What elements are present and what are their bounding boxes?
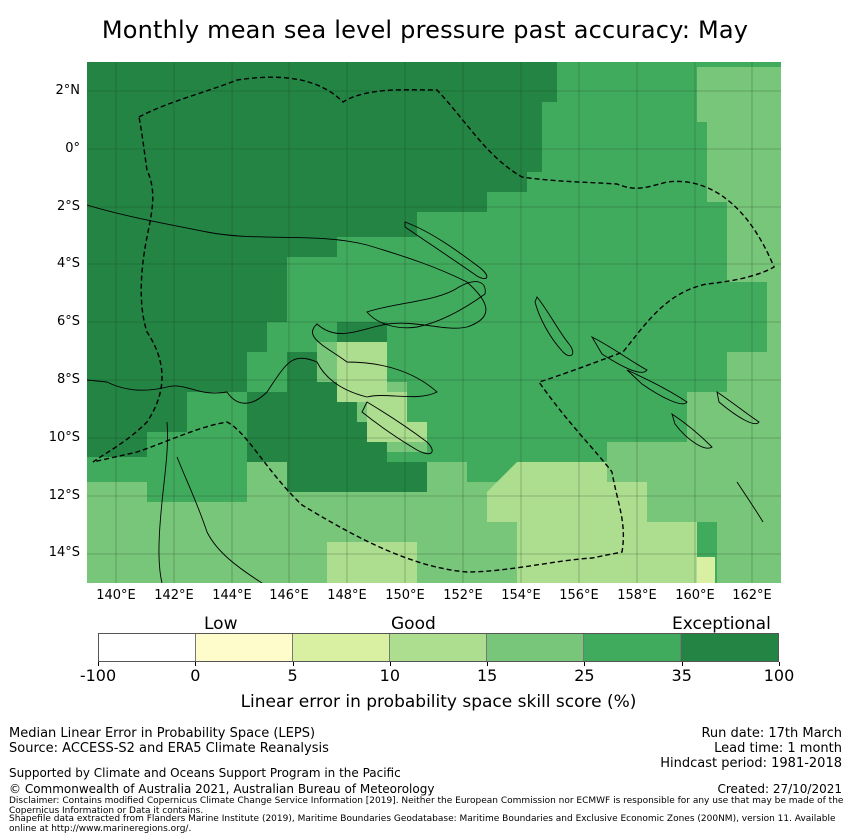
skill-region-light-png bbox=[337, 342, 427, 442]
lon-label: 160°E bbox=[675, 588, 715, 603]
skill-region-light-sol bbox=[487, 462, 697, 583]
lon-label: 146°E bbox=[269, 588, 309, 603]
colorbar-tick-label: 15 bbox=[476, 666, 498, 685]
footer-support: Supported by Climate and Oceans Support … bbox=[9, 766, 401, 780]
skill-region-yellow bbox=[697, 557, 715, 583]
coast-cape-york bbox=[158, 421, 168, 583]
skill-region-light-south bbox=[327, 542, 417, 583]
lat-label: 10°S bbox=[48, 430, 80, 445]
graticule bbox=[87, 62, 781, 583]
coast-solomons-3 bbox=[671, 412, 713, 449]
coast-png-tail bbox=[361, 401, 433, 455]
lat-label: 4°S bbox=[56, 256, 80, 271]
coast-solomons-2 bbox=[626, 369, 688, 405]
skill-region-good-east bbox=[607, 67, 781, 583]
colorbar-segment bbox=[293, 634, 390, 661]
lat-label: 0° bbox=[65, 141, 80, 156]
lon-label: 142°E bbox=[154, 588, 194, 603]
coast-new-britain bbox=[366, 281, 486, 329]
colorbar-tick-mark bbox=[487, 662, 489, 666]
lat-label: 14°S bbox=[48, 545, 80, 560]
coast-solomons-4 bbox=[716, 391, 760, 424]
lon-label: 152°E bbox=[443, 588, 483, 603]
lon-label: 158°E bbox=[617, 588, 657, 603]
footer-source: Source: ACCESS-S2 and ERA5 Climate Reana… bbox=[9, 741, 329, 756]
skill-region-exceptional bbox=[87, 62, 527, 457]
footer-shapefile: Shapefile data extracted from Flanders M… bbox=[9, 814, 836, 834]
lon-label: 156°E bbox=[559, 588, 599, 603]
skill-region-exceptional-north bbox=[497, 62, 557, 172]
footer-run-date: Run date: 17th March bbox=[701, 726, 842, 741]
colorbar-tick-label: 100 bbox=[763, 666, 795, 685]
coast-new-ireland bbox=[404, 221, 488, 279]
footer-hindcast: Hindcast period: 1981-2018 bbox=[660, 756, 842, 771]
legend-category-good: Good bbox=[391, 614, 436, 634]
colorbar-tick-label: 25 bbox=[574, 666, 595, 685]
eez-boundary bbox=[92, 76, 775, 573]
colorbar-segment bbox=[196, 634, 293, 661]
lon-label: 150°E bbox=[385, 588, 425, 603]
coast-cape-york-east bbox=[176, 456, 263, 583]
colorbar-tick-label: -100 bbox=[79, 666, 117, 685]
colorbar-tick-mark bbox=[292, 662, 294, 666]
legend-category-low: Low bbox=[204, 614, 238, 634]
colorbar-tick-label: 5 bbox=[287, 666, 298, 685]
colorbar-tick-mark bbox=[584, 662, 586, 666]
colorbar-tick-mark bbox=[779, 662, 780, 666]
legend-category-exceptional: Exceptional bbox=[672, 614, 771, 634]
colorbar-tick-label: 0 bbox=[190, 666, 201, 685]
coastlines bbox=[87, 204, 764, 583]
coast-bougainville bbox=[534, 296, 574, 357]
coast-new-guinea bbox=[87, 204, 487, 404]
footer-copyright: © Commonwealth of Australia 2021, Austra… bbox=[9, 782, 435, 796]
lat-label: 2°S bbox=[56, 199, 80, 214]
lon-label: 162°E bbox=[732, 588, 772, 603]
colorbar-segment bbox=[487, 634, 584, 661]
colorbar-segment bbox=[681, 634, 778, 661]
coast-solomons-1 bbox=[590, 335, 648, 373]
colorbar-tick-mark bbox=[98, 662, 99, 666]
footer-disclaimer: Disclaimer: Contains modified Copernicus… bbox=[9, 796, 844, 816]
colorbar bbox=[98, 633, 779, 662]
footer-lead-time: Lead time: 1 month bbox=[714, 741, 842, 756]
skill-map-svg bbox=[87, 62, 781, 583]
lat-label: 2°N bbox=[55, 83, 81, 98]
colorbar-tick-mark bbox=[681, 662, 683, 666]
footer-created: Created: 27/10/2021 bbox=[717, 782, 842, 796]
lat-label: 6°S bbox=[56, 314, 80, 329]
colorbar-tick-mark bbox=[389, 662, 391, 666]
chart-title: Monthly mean sea level pressure past acc… bbox=[101, 16, 749, 44]
lon-label: 154°E bbox=[501, 588, 541, 603]
coast-vanuatu-1 bbox=[736, 481, 764, 523]
skill-map bbox=[87, 62, 781, 583]
skill-region-good-south bbox=[87, 462, 547, 583]
colorbar-tick-mark bbox=[195, 662, 197, 666]
lat-label: 12°S bbox=[48, 488, 80, 503]
lat-label: 8°S bbox=[56, 372, 80, 387]
colorbar-tick-label: 35 bbox=[671, 666, 692, 685]
lon-label: 144°E bbox=[212, 588, 252, 603]
lon-label: 140°E bbox=[96, 588, 136, 603]
footer-leps: Median Linear Error in Probability Space… bbox=[9, 726, 316, 741]
colorbar-tick-label: 10 bbox=[379, 666, 401, 685]
colorbar-segment bbox=[99, 634, 196, 661]
colorbar-segment bbox=[390, 634, 487, 661]
colorbar-segment bbox=[584, 634, 681, 661]
lon-label: 148°E bbox=[327, 588, 367, 603]
colorbar-label: Linear error in probability space skill … bbox=[240, 692, 637, 712]
